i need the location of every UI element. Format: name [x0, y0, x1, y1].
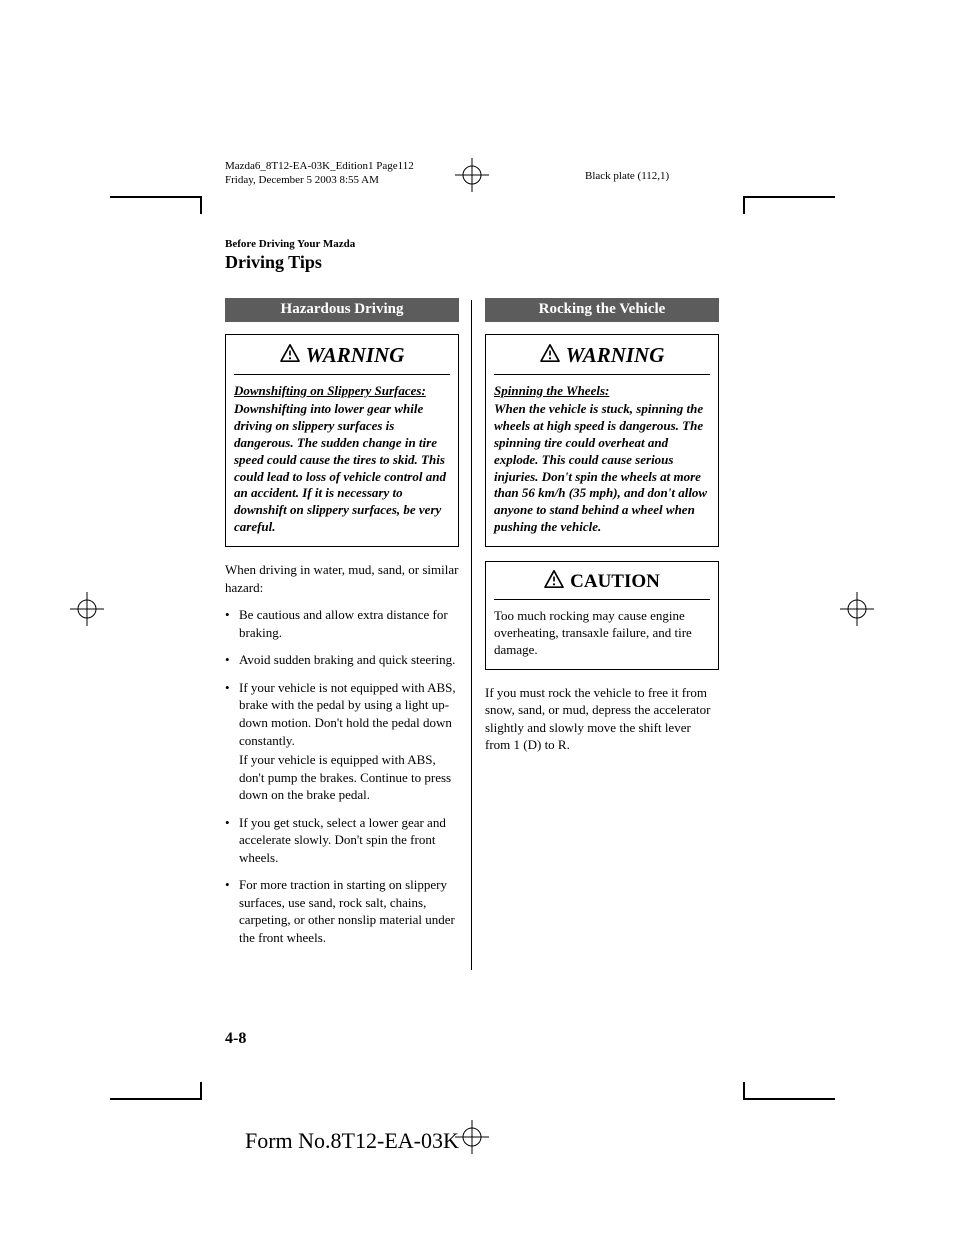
breadcrumb: Before Driving Your Mazda — [225, 238, 355, 250]
warning-body: When the vehicle is stuck, spinning the … — [494, 401, 710, 536]
warning-label: WARNING — [566, 343, 665, 368]
warning-triangle-icon — [280, 344, 300, 367]
warning-triangle-icon — [540, 344, 560, 367]
list-item-text: If your vehicle is not equipped with ABS… — [239, 680, 456, 748]
registration-mark-icon — [70, 592, 104, 626]
black-plate-label: Black plate (112,1) — [585, 170, 669, 182]
warning-label: WARNING — [306, 343, 405, 368]
warning-header: WARNING — [494, 343, 710, 368]
list-item-text: If your vehicle is equipped with ABS, do… — [239, 751, 459, 804]
intro-paragraph: When driving in water, mud, sand, or sim… — [225, 561, 459, 596]
doc-timestamp: Friday, December 5 2003 8:55 AM — [225, 174, 414, 188]
topic-title: Hazardous Driving — [225, 298, 459, 322]
crop-mark — [745, 1098, 835, 1100]
divider — [234, 374, 450, 375]
divider — [494, 374, 710, 375]
form-number: Form No.8T12-EA-03K — [245, 1128, 459, 1154]
list-item: For more traction in starting on slipper… — [225, 876, 459, 946]
crop-mark — [743, 196, 745, 214]
right-column: Rocking the Vehicle WARNING Spinning the… — [485, 298, 719, 957]
body-paragraph: If you must rock the vehicle to free it … — [485, 684, 719, 754]
registration-mark-icon — [840, 592, 874, 626]
caution-callout: CAUTION Too much rocking may cause engin… — [485, 561, 719, 670]
doc-id-line: Mazda6_8T12-EA-03K_Edition1 Page112 — [225, 160, 414, 174]
content-columns: Hazardous Driving WARNING Downshifting o… — [225, 298, 720, 957]
registration-mark-icon — [455, 158, 489, 192]
topic-title: Rocking the Vehicle — [485, 298, 719, 322]
caution-body: Too much rocking may cause engine overhe… — [494, 608, 710, 659]
print-doc-meta: Mazda6_8T12-EA-03K_Edition1 Page112 Frid… — [225, 160, 414, 188]
warning-header: WARNING — [234, 343, 450, 368]
tips-list: Be cautious and allow extra distance for… — [225, 606, 459, 946]
list-item: If your vehicle is not equipped with ABS… — [225, 679, 459, 804]
crop-mark — [200, 1082, 202, 1100]
warning-callout: WARNING Spinning the Wheels: When the ve… — [485, 334, 719, 547]
warning-triangle-icon — [544, 570, 564, 593]
list-item: Be cautious and allow extra distance for… — [225, 606, 459, 641]
page-number: 4-8 — [225, 1030, 246, 1048]
crop-mark — [743, 1082, 745, 1100]
warning-callout: WARNING Downshifting on Slippery Surface… — [225, 334, 459, 547]
caution-label: CAUTION — [570, 571, 660, 593]
manual-page: Mazda6_8T12-EA-03K_Edition1 Page112 Frid… — [0, 0, 954, 1235]
list-item: Avoid sudden braking and quick steering. — [225, 651, 459, 669]
caution-header: CAUTION — [494, 570, 710, 593]
crop-mark — [110, 1098, 200, 1100]
crop-mark — [200, 196, 202, 214]
crop-mark — [745, 196, 835, 198]
warning-subhead: Spinning the Wheels: — [494, 383, 710, 399]
list-item-text: Avoid sudden braking and quick steering. — [239, 652, 455, 667]
left-column: Hazardous Driving WARNING Downshifting o… — [225, 298, 459, 957]
list-item-text: Be cautious and allow extra distance for… — [239, 607, 448, 640]
warning-body: Downshifting into lower gear while drivi… — [234, 401, 450, 536]
registration-mark-icon — [455, 1120, 489, 1154]
crop-mark — [110, 196, 200, 198]
warning-subhead: Downshifting on Slippery Surfaces: — [234, 383, 450, 399]
list-item: If you get stuck, select a lower gear an… — [225, 814, 459, 867]
list-item-text: If you get stuck, select a lower gear an… — [239, 815, 446, 865]
divider — [494, 599, 710, 600]
list-item-text: For more traction in starting on slipper… — [239, 877, 455, 945]
section-title: Driving Tips — [225, 252, 322, 273]
